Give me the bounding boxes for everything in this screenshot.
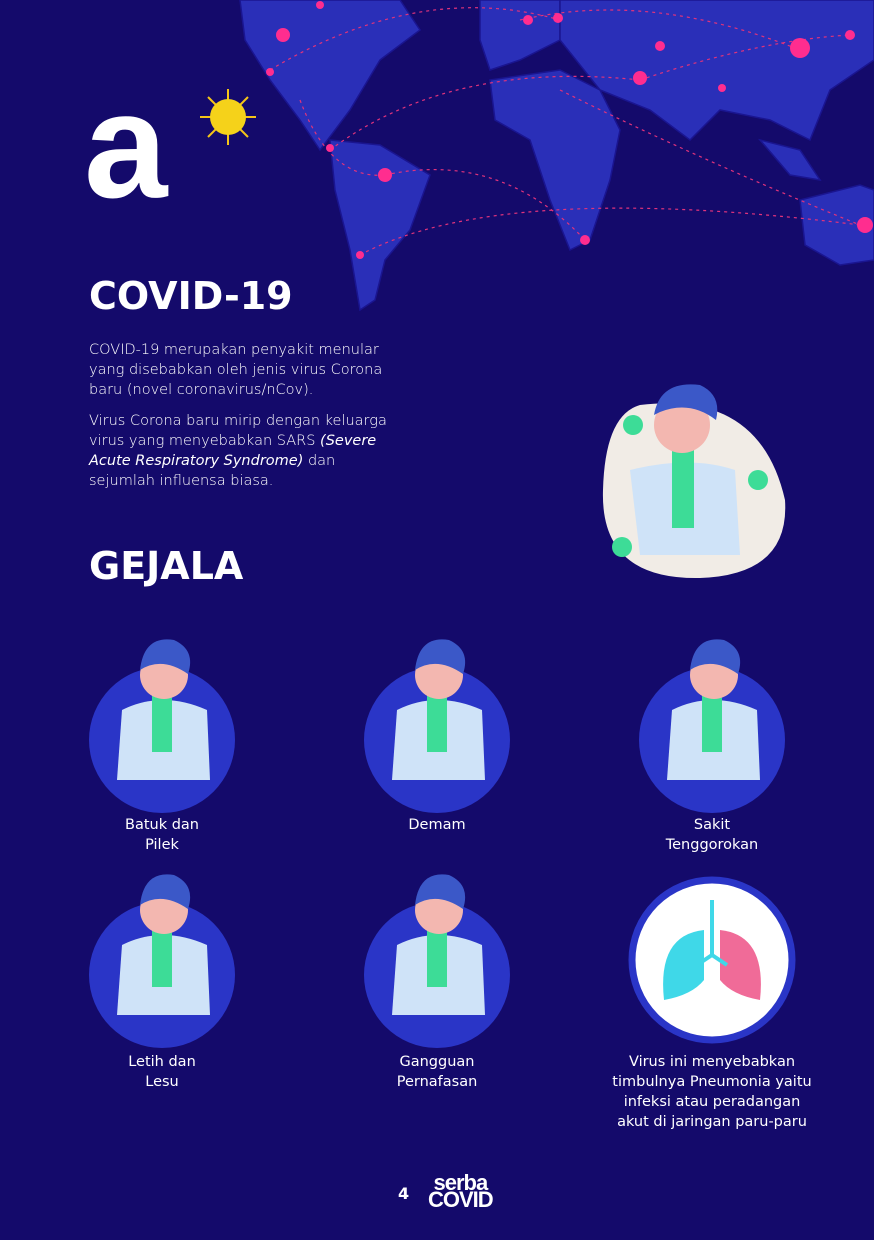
- hair: [690, 639, 741, 674]
- hair: [140, 639, 191, 674]
- hair: [415, 639, 466, 674]
- lung-right: [720, 930, 761, 1000]
- person-illustration: [89, 874, 235, 1048]
- label-line: akut di jaringan paru-paru: [617, 1114, 807, 1130]
- symptom-label: Batuk dan Pilek: [42, 815, 282, 855]
- hair: [415, 874, 466, 909]
- chapter-letter: a: [84, 61, 167, 229]
- hotspots: [266, 1, 873, 259]
- lung-left: [663, 930, 704, 1000]
- symptom-label: Gangguan Pernafasan: [317, 1052, 557, 1092]
- page-number: 4: [398, 1184, 410, 1203]
- coughing-illustration: [602, 384, 786, 579]
- scarf: [427, 925, 447, 987]
- label-line: Lesu: [145, 1074, 179, 1090]
- logo-word: COVID: [428, 1187, 494, 1212]
- label-line: infeksi atau peradangan: [623, 1094, 801, 1110]
- person-illustration: [364, 639, 510, 813]
- label-line: Pernafasan: [396, 1074, 478, 1090]
- flight-routes: [269, 7, 861, 256]
- intro-text: COVID-19 merupakan penyakit menular yang…: [89, 340, 404, 502]
- label-line: Batuk dan: [125, 817, 199, 833]
- person-illustration: [639, 639, 785, 813]
- label-line: Sakit: [693, 817, 731, 833]
- world-map: [239, 0, 874, 312]
- symptom-label: Letih dan Lesu: [42, 1052, 282, 1092]
- scarf: [427, 690, 447, 752]
- text-segment: dan sejumlah influensa biasa.: [89, 453, 336, 489]
- lungs-illustration: [628, 876, 796, 1044]
- logo: serba COVID: [428, 1170, 494, 1212]
- paragraph: Virus Corona baru mirip dengan keluarga …: [89, 411, 404, 491]
- text-segment: COVID-19 merupakan penyakit menular yang…: [89, 342, 383, 398]
- symptom-label: Demam: [317, 815, 557, 835]
- paragraph: COVID-19 merupakan penyakit menular yang…: [89, 340, 404, 400]
- text-segment: (Severe Acute Respiratory Syndrome): [89, 433, 377, 469]
- label-line: Pilek: [145, 837, 179, 853]
- title: COVID-19: [89, 274, 293, 318]
- trachea: [695, 900, 729, 967]
- hair: [140, 874, 191, 909]
- symptom-label: Virus ini menyebabkan timbulnya Pneumonia…: [592, 1052, 832, 1132]
- logo-word: serba: [433, 1170, 488, 1195]
- section-title: GEJALA: [89, 544, 244, 588]
- label-line: Virus ini menyebabkan: [628, 1054, 796, 1070]
- text-segment: Virus Corona baru mirip dengan keluarga …: [89, 413, 387, 449]
- scarf: [152, 925, 172, 987]
- label-line: timbulnya Pneumonia yaitu: [612, 1074, 812, 1090]
- label-line: Tenggorokan: [665, 837, 759, 853]
- label-line: Letih dan: [128, 1054, 196, 1070]
- person-illustration: [364, 874, 510, 1048]
- sun-icon: [200, 89, 256, 145]
- scarf: [702, 690, 722, 752]
- symptom-label: Sakit Tenggorokan: [592, 815, 832, 855]
- scarf: [152, 690, 172, 752]
- label-line: Demam: [408, 817, 466, 833]
- label-line: Gangguan: [399, 1054, 475, 1070]
- person-illustration: [89, 639, 235, 813]
- icon-circle: [628, 876, 796, 1044]
